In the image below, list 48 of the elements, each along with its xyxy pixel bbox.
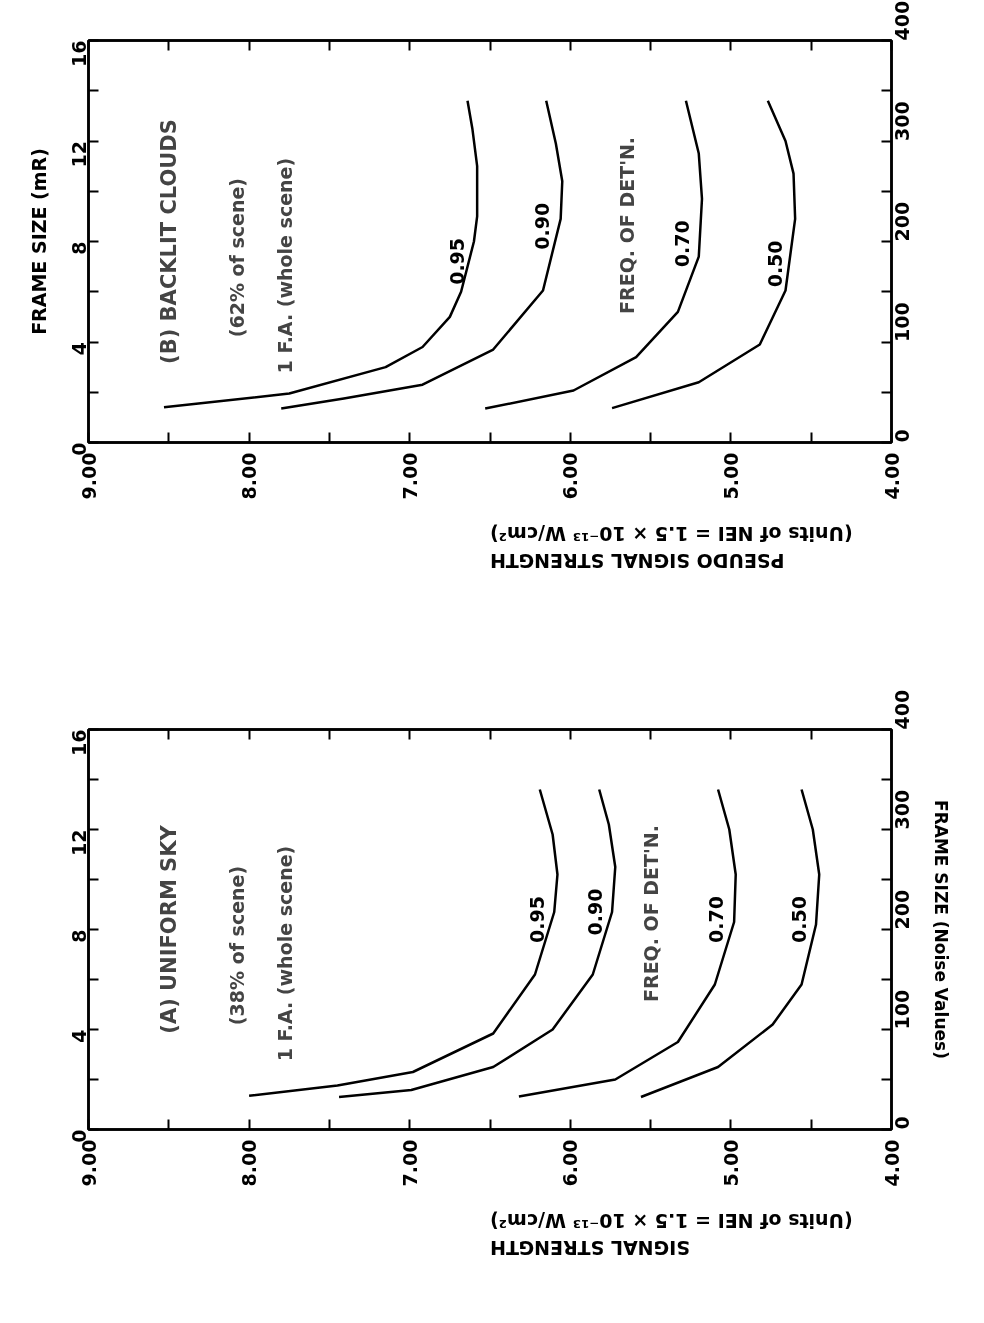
text: 0.50 bbox=[788, 896, 811, 943]
y2-tick-label: 200 bbox=[890, 889, 913, 930]
y2-tick-label: 100 bbox=[890, 302, 913, 342]
y-tick-label: 4 bbox=[67, 1029, 90, 1043]
text: 0.70 bbox=[704, 896, 727, 943]
x-tick-label: 8.00 bbox=[238, 1139, 261, 1187]
y2-tick-label: 400 bbox=[890, 0, 913, 41]
text: 0.95 bbox=[526, 896, 549, 943]
y2-tick-label: 300 bbox=[890, 789, 913, 830]
text: 0.90 bbox=[584, 888, 607, 936]
y2-tick-label: 400 bbox=[890, 689, 913, 730]
y-tick-label: 12 bbox=[67, 829, 90, 856]
x-tick-label: 5.00 bbox=[719, 1139, 742, 1187]
text: 0.95 bbox=[446, 237, 469, 285]
y-tick-label: 16 bbox=[67, 40, 90, 67]
x-tick-label: 6.00 bbox=[559, 452, 582, 500]
text: 0.90 bbox=[531, 202, 554, 250]
annotation: FREQ. OF DET'N. bbox=[639, 825, 662, 1002]
text: (62% of scene) bbox=[226, 177, 249, 338]
x-tick-label: 6.00 bbox=[559, 1139, 582, 1187]
annotation: 1 F.A. (whole scene) bbox=[274, 845, 297, 1062]
y-tick-label: 4 bbox=[67, 341, 90, 356]
x-axis-title: SIGNAL STRENGTH (Units of NEI = 1.5 × 10⁻¹³ W/cm²) bbox=[489, 1210, 853, 1259]
x-tick-label: 4.00 bbox=[880, 452, 903, 500]
y-tick-label: 16 bbox=[67, 729, 90, 756]
x-tick-label: 8.00 bbox=[238, 452, 261, 500]
x-tick-label: 4.00 bbox=[880, 1139, 903, 1187]
y2-tick-label: 100 bbox=[890, 989, 913, 1030]
y-axis-title: FRAME SIZE (mR) bbox=[27, 148, 50, 335]
y2-axis-title: FRAME SIZE (Noise Values) bbox=[930, 800, 951, 1059]
x-tick-label: 5.00 bbox=[719, 452, 742, 500]
text: (B) BACKLIT CLOUDS bbox=[156, 119, 181, 364]
text: 0.50 bbox=[764, 240, 787, 288]
y2-tick-label: 200 bbox=[890, 201, 913, 242]
x-axis-title: PSEUDO SIGNAL STRENGTH (Units of NEI = 1.5 × 10⁻¹³ W/cm²) bbox=[489, 523, 853, 572]
annotation: FREQ. OF DET'N. bbox=[615, 136, 638, 314]
text: (A) UNIFORM SKY bbox=[156, 824, 181, 1034]
x-tick-label: 7.00 bbox=[398, 1139, 421, 1187]
y-tick-label: 12 bbox=[67, 140, 90, 168]
text: 0.70 bbox=[670, 220, 693, 268]
y-tick-label: 8 bbox=[67, 241, 90, 255]
y2-tick-label: 300 bbox=[890, 101, 913, 141]
annotation: 1 F.A. (whole scene) bbox=[274, 157, 297, 374]
y2-tick-label: 0 bbox=[890, 1116, 913, 1130]
y2-tick-label: 0 bbox=[890, 429, 913, 443]
x-tick-label: 7.00 bbox=[398, 452, 421, 500]
y-tick-label: 8 bbox=[67, 929, 90, 943]
text: (38% of scene) bbox=[226, 865, 249, 1026]
